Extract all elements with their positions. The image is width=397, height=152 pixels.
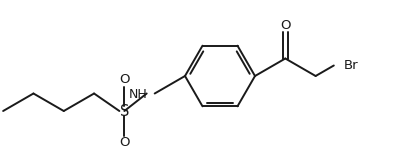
Text: S: S	[119, 104, 129, 119]
Text: O: O	[119, 136, 130, 149]
Text: O: O	[119, 73, 130, 86]
Text: Br: Br	[344, 59, 358, 72]
Text: O: O	[280, 19, 291, 32]
Text: NH: NH	[129, 88, 148, 101]
